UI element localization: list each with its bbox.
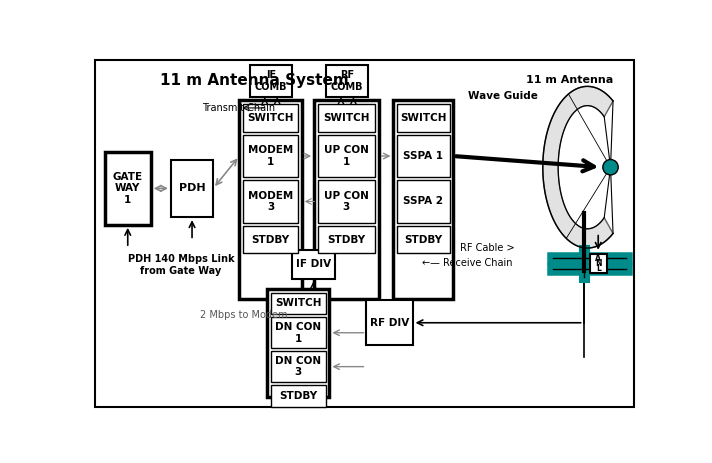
Text: Wave Guide: Wave Guide <box>468 91 538 100</box>
Bar <box>590 254 607 273</box>
Bar <box>271 351 325 382</box>
Bar <box>244 104 298 132</box>
Text: IF
COMB: IF COMB <box>255 70 287 92</box>
Bar <box>397 180 449 223</box>
Bar <box>367 300 413 345</box>
Circle shape <box>603 160 618 175</box>
Bar <box>239 100 302 299</box>
Bar <box>318 226 375 253</box>
Text: SWITCH: SWITCH <box>275 299 322 308</box>
Text: PDH: PDH <box>179 183 205 194</box>
Text: STDBY: STDBY <box>251 235 290 244</box>
Bar <box>244 180 298 223</box>
Text: SWITCH: SWITCH <box>323 113 370 123</box>
Text: STDBY: STDBY <box>328 235 365 244</box>
Text: SWITCH: SWITCH <box>400 113 446 123</box>
Bar <box>397 104 449 132</box>
Bar <box>326 65 368 97</box>
Bar <box>318 180 375 223</box>
Text: DN CON
1: DN CON 1 <box>276 322 321 344</box>
Bar <box>105 152 151 225</box>
Bar <box>292 250 335 279</box>
Text: PDH 140 Mbps Link
from Gate Way: PDH 140 Mbps Link from Gate Way <box>127 254 234 276</box>
Bar <box>244 226 298 253</box>
Text: RF Cable >: RF Cable > <box>461 243 515 253</box>
Bar <box>318 135 375 177</box>
Bar <box>397 226 449 253</box>
Text: 11 m Antenna System: 11 m Antenna System <box>160 73 349 88</box>
Text: STDBY: STDBY <box>279 391 318 401</box>
Text: MODEM
1: MODEM 1 <box>248 145 293 167</box>
Text: Transmit Chain: Transmit Chain <box>202 103 276 113</box>
Bar <box>171 160 213 217</box>
Text: DN CON
3: DN CON 3 <box>276 356 321 377</box>
Bar <box>271 317 325 348</box>
Text: STDBY: STDBY <box>404 235 442 244</box>
Text: SSPA 2: SSPA 2 <box>404 196 444 206</box>
Text: A: A <box>595 254 601 263</box>
Bar <box>271 385 325 407</box>
Bar <box>397 135 449 177</box>
Text: N: N <box>595 259 602 268</box>
Text: L: L <box>596 264 601 273</box>
Text: IF DIV: IF DIV <box>295 259 331 269</box>
Text: SWITCH: SWITCH <box>247 113 294 123</box>
Text: RF DIV: RF DIV <box>370 318 409 328</box>
Text: ←— Receive Chain: ←— Receive Chain <box>422 258 513 269</box>
Bar <box>314 100 379 299</box>
Bar <box>244 135 298 177</box>
Text: UP CON
1: UP CON 1 <box>324 145 369 167</box>
Text: MODEM
3: MODEM 3 <box>248 191 293 212</box>
Bar <box>394 100 454 299</box>
Text: 2 Mbps to Modem: 2 Mbps to Modem <box>200 310 287 319</box>
Text: GATE
WAY
1: GATE WAY 1 <box>112 172 143 205</box>
Text: RF
COMB: RF COMB <box>331 70 363 92</box>
Text: 11 m Antenna: 11 m Antenna <box>526 75 613 85</box>
Text: SSPA 1: SSPA 1 <box>404 151 444 161</box>
Bar <box>271 293 325 314</box>
Text: UP CON
3: UP CON 3 <box>324 191 369 212</box>
Polygon shape <box>543 87 613 248</box>
Bar <box>250 65 292 97</box>
Bar <box>267 289 330 397</box>
Bar <box>318 104 375 132</box>
